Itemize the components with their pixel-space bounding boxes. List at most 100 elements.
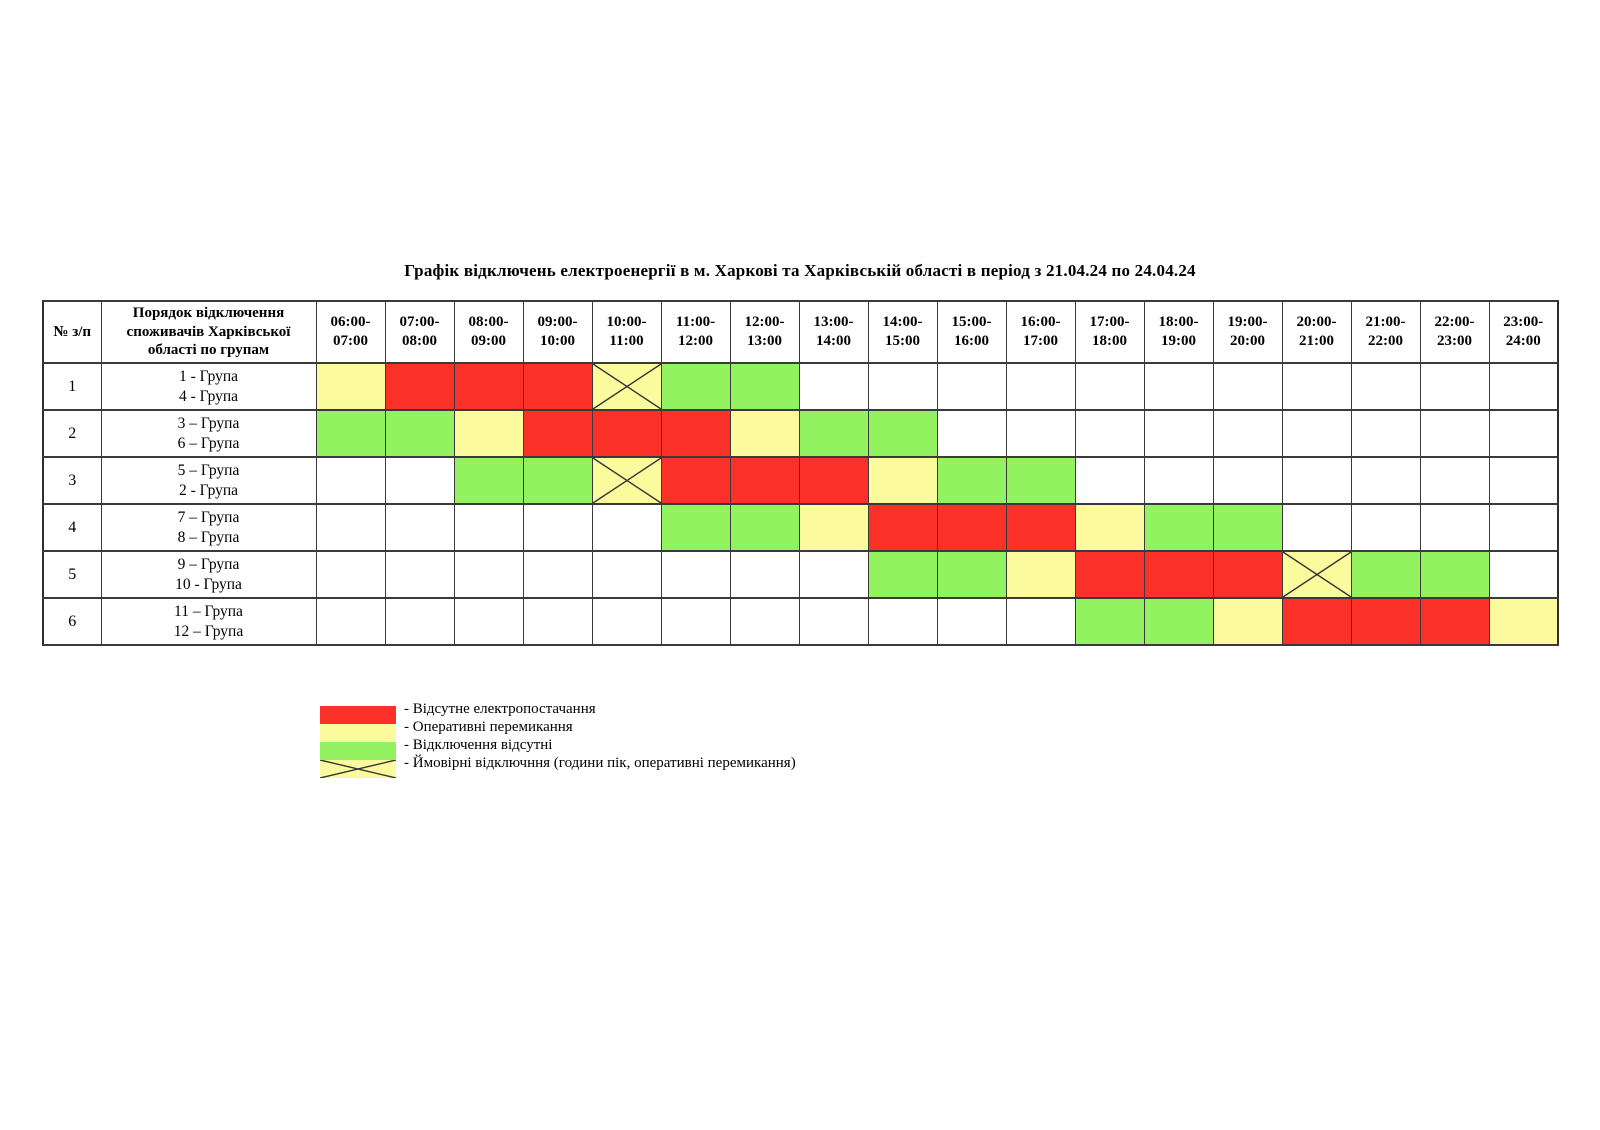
row-groups-label: 5 – Група 2 - Група [100,456,317,505]
col-header-time: 08:00- 09:00 [453,300,524,364]
col-header-time: 07:00- 08:00 [384,300,455,364]
legend-swatch-yellow [320,724,396,742]
schedule-cell-white [729,597,800,646]
table-row: 6 11 – Група 12 – Група [42,597,1559,646]
schedule-cell-red [1419,597,1490,646]
row-groups-label: 11 – Група 12 – Група [100,597,317,646]
schedule-cell-red [660,409,731,458]
schedule-cell-white [798,597,869,646]
schedule-cell-green [1419,550,1490,599]
schedule-cell-green [729,362,800,411]
legend-item: - Оперативні перемикання [320,719,796,742]
schedule-cell-white [798,550,869,599]
schedule-cell-red [522,409,593,458]
schedule-cell-white [1143,409,1214,458]
schedule-cell-red [798,456,869,505]
outage-schedule-table: № з/п Порядок відключення споживачів Хар… [42,300,1559,646]
schedule-cell-white [867,597,938,646]
row-number: 4 [42,503,102,552]
col-header-time: 12:00- 13:00 [729,300,800,364]
schedule-cell-white [522,503,593,552]
col-header-time: 15:00- 16:00 [936,300,1007,364]
row-number: 6 [42,597,102,646]
schedule-cell-white [660,550,731,599]
schedule-cell-white [1212,409,1283,458]
schedule-cell-yellow [867,456,938,505]
schedule-cell-white [315,550,386,599]
legend-swatch-green [320,742,396,760]
schedule-cell-yellow [729,409,800,458]
row-number: 2 [42,409,102,458]
schedule-cell-white [453,550,524,599]
x-cross-icon [320,760,396,778]
schedule-cell-red [384,362,455,411]
schedule-cell-yellow [1212,597,1283,646]
col-header-time: 16:00- 17:00 [1005,300,1076,364]
schedule-cell-white [936,362,1007,411]
legend-label: - Відсутне електропостачання [404,700,596,717]
page-title: Графік відключень електроенергії в м. Ха… [404,261,1196,280]
schedule-cell-white [315,597,386,646]
row-number: 5 [42,550,102,599]
schedule-cell-white [1074,456,1145,505]
x-cross-icon [1283,553,1350,596]
legend: - Відсутне електропостачання - Оперативні… [320,701,796,778]
schedule-cell-white [1488,550,1559,599]
schedule-cell-white [1281,503,1352,552]
col-header-time: 17:00- 18:00 [1074,300,1145,364]
schedule-cell-green [660,503,731,552]
schedule-cell-red [1281,597,1352,646]
row-groups-label: 7 – Група 8 – Група [100,503,317,552]
schedule-cell-red [729,456,800,505]
col-header-time: 20:00- 21:00 [1281,300,1352,364]
schedule-cell-red [660,456,731,505]
schedule-cell-white [1005,597,1076,646]
legend-item: - Ймовірні відключння (години пік, опера… [320,755,796,778]
legend-swatch-x [320,760,396,778]
col-header-time: 06:00- 07:00 [315,300,386,364]
schedule-cell-x [1281,550,1352,599]
schedule-cell-green [660,362,731,411]
schedule-cell-white [453,597,524,646]
schedule-cell-white [591,503,662,552]
schedule-cell-white [1350,362,1421,411]
schedule-cell-green [453,456,524,505]
schedule-cell-white [384,597,455,646]
x-cross-icon [593,459,660,502]
schedule-cell-white [1074,409,1145,458]
schedule-cell-green [1143,503,1214,552]
schedule-cell-white [936,597,1007,646]
schedule-cell-white [798,362,869,411]
schedule-cell-red [1005,503,1076,552]
schedule-cell-white [660,597,731,646]
schedule-cell-green [384,409,455,458]
schedule-cell-white [384,550,455,599]
schedule-cell-yellow [1074,503,1145,552]
schedule-cell-white [1488,503,1559,552]
schedule-cell-green [315,409,386,458]
col-header-time: 09:00- 10:00 [522,300,593,364]
schedule-cell-white [1419,456,1490,505]
header-row: № з/п Порядок відключення споживачів Хар… [42,300,1559,364]
schedule-cell-green [1350,550,1421,599]
col-header-time: 19:00- 20:00 [1212,300,1283,364]
schedule-cell-white [1212,456,1283,505]
legend-item: - Відключення відсутні [320,737,796,760]
schedule-cell-white [1488,362,1559,411]
legend-swatch-red [320,706,396,724]
col-header-time: 14:00- 15:00 [867,300,938,364]
schedule-cell-white [1419,362,1490,411]
schedule-cell-green [936,550,1007,599]
schedule-cell-red [936,503,1007,552]
legend-label: - Відключення відсутні [404,736,553,753]
schedule-cell-yellow [453,409,524,458]
schedule-cell-white [522,550,593,599]
col-header-num: № з/п [42,300,102,364]
schedule-cell-green [1143,597,1214,646]
schedule-cell-white [1281,362,1352,411]
